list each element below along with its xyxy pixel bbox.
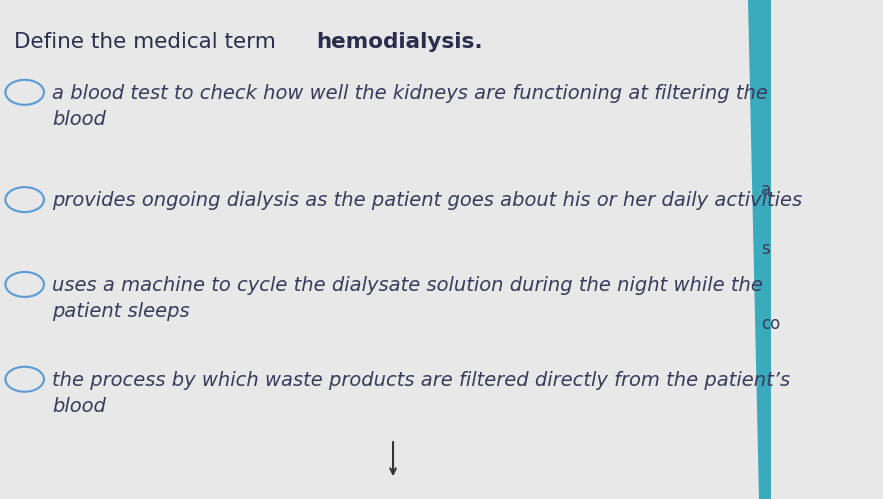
Text: provides ongoing dialysis as the patient goes about his or her daily activities: provides ongoing dialysis as the patient… — [52, 191, 803, 210]
Text: uses a machine to cycle the dialysate solution during the night while the
patien: uses a machine to cycle the dialysate so… — [52, 276, 763, 321]
Text: the process by which waste products are filtered directly from the patient’s
blo: the process by which waste products are … — [52, 371, 790, 416]
Text: a blood test to check how well the kidneys are functioning at filtering the
bloo: a blood test to check how well the kidne… — [52, 84, 768, 129]
Text: hemodialysis.: hemodialysis. — [316, 32, 483, 52]
Text: co: co — [761, 315, 781, 333]
Text: a: a — [761, 181, 772, 199]
Polygon shape — [748, 0, 771, 499]
Text: s: s — [761, 241, 770, 258]
Text: Define the medical term: Define the medical term — [14, 32, 283, 52]
